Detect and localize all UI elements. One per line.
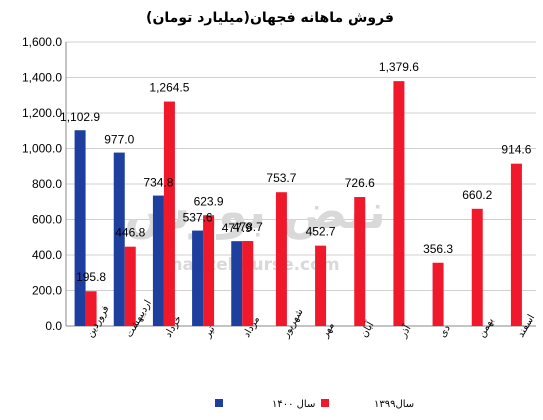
data-labels: 1,102.9 195.8 977.0 446.8 734.8 1,264.5 537.6 6…	[60, 60, 532, 284]
data-label-1399: 478.7	[233, 220, 263, 234]
data-label-1400: 977.0	[104, 133, 134, 147]
x-axis-categories: فروردین اردیبهشت خرداد تیر مرداد شهریور مهر آبا…	[85, 298, 538, 340]
bar-1399	[242, 241, 254, 326]
bars	[74, 81, 522, 327]
legend: سال۱۳۹۹ سال ۱۴۰۰	[215, 399, 414, 410]
gridlines	[65, 41, 536, 327]
legend-label-1399: سال۱۳۹۹	[374, 399, 414, 410]
data-label-1399: 623.9	[194, 194, 224, 208]
bar-1400	[231, 241, 243, 326]
bar-1399	[124, 246, 136, 326]
y-tick-label: 1,200.0	[22, 106, 62, 120]
y-tick-label: 1,000.0	[22, 142, 62, 156]
bar-1399	[432, 262, 444, 326]
bar-1400	[192, 230, 204, 326]
bar-1400	[113, 152, 125, 326]
bar-1399	[471, 208, 483, 326]
bar-1399	[275, 192, 287, 326]
bar-1399	[315, 245, 327, 326]
bar-1399	[163, 101, 175, 327]
x-category-label: تیر	[202, 324, 218, 340]
data-label-1400: 1,102.9	[60, 110, 100, 124]
data-label-1400: 477.9	[222, 221, 252, 235]
data-label-1400: 734.8	[143, 176, 173, 190]
data-label-1399: 1,264.5	[149, 81, 189, 95]
y-tick-label: 800.0	[32, 177, 62, 191]
data-label-1399: 446.8	[115, 226, 145, 240]
y-tick-label: 200.0	[32, 284, 62, 298]
data-label-1399: 356.3	[423, 242, 453, 256]
bar-1400	[74, 130, 86, 326]
data-label-1399: 195.8	[76, 270, 106, 284]
data-label-1399: 726.6	[345, 176, 375, 190]
legend-label-1400: سال ۱۴۰۰	[272, 399, 315, 410]
chart-title: فروش ماهانه فجهان(میلیارد تومان)	[146, 10, 394, 26]
x-category-label: دی	[437, 323, 453, 339]
bar-1400	[152, 195, 164, 326]
bar-1399	[393, 81, 405, 326]
bar-1399	[354, 197, 366, 326]
y-tick-label: 0.0	[45, 319, 62, 333]
y-tick-label: 600.0	[32, 213, 62, 227]
data-label-1399: 753.7	[266, 171, 296, 185]
y-tick-label: 1,400.0	[22, 71, 62, 85]
legend-swatch-1400	[215, 399, 223, 407]
data-label-1399: 914.6	[501, 143, 531, 157]
y-tick-label: 400.0	[32, 248, 62, 262]
bar-1399	[510, 163, 522, 326]
bar-1399	[85, 291, 97, 326]
data-label-1399: 452.7	[306, 225, 336, 239]
legend-swatch-1399	[321, 399, 329, 407]
data-label-1399: 1,379.6	[379, 60, 419, 74]
bar-1399	[203, 215, 215, 326]
data-label-1400: 537.6	[183, 211, 213, 225]
y-axis-ticks: 0.0 200.0 400.0 600.0 800.0 1,000.0 1,200.0 1,4…	[22, 35, 62, 333]
y-tick-label: 1,600.0	[22, 35, 62, 49]
data-label-1399: 660.2	[462, 188, 492, 202]
